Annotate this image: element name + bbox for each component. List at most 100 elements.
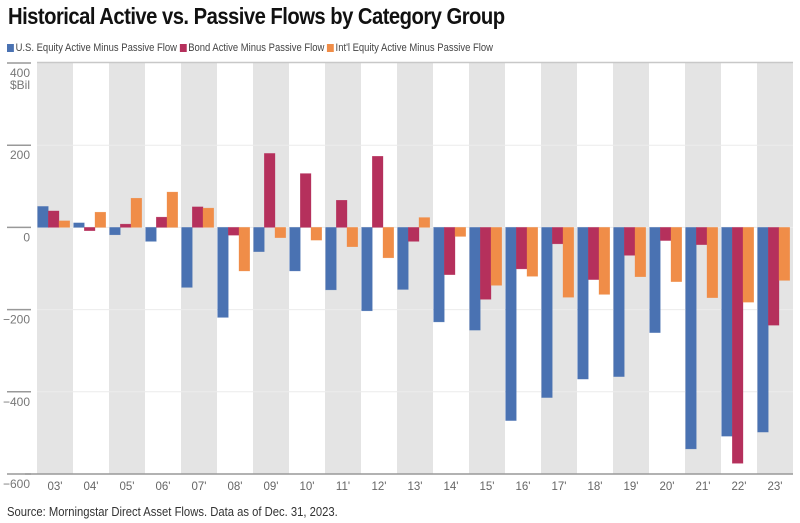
bar — [634, 227, 646, 277]
bar — [552, 227, 564, 245]
bar — [361, 227, 373, 312]
bar — [94, 211, 106, 228]
x-tick-label: 21' — [696, 481, 711, 493]
y-unit-label: $Bil — [10, 78, 30, 92]
x-tick-label: 15' — [480, 481, 495, 493]
bar — [433, 227, 445, 323]
bar — [145, 227, 157, 242]
x-tick-label: 08' — [228, 481, 243, 493]
x-tick-label: 03' — [48, 481, 63, 493]
x-tick-label: 13' — [408, 481, 423, 493]
legend-swatch-bond — [179, 44, 187, 52]
x-tick-label: 04' — [84, 481, 99, 493]
bar — [660, 227, 672, 241]
bar — [454, 227, 466, 237]
legend-swatch-intl-equity — [326, 44, 334, 52]
x-tick-label: 12' — [372, 481, 387, 493]
x-axis: 03' 04' 05' 06' 07' 08' 09' 10' 11' 12' 13' 14' 15' 1… — [25, 473, 793, 493]
x-tick-label: 14' — [444, 481, 459, 493]
x-tick-label: 18' — [588, 481, 603, 493]
bar — [253, 227, 265, 252]
legend-item-us-equity: U.S. Equity Active Minus Passive Flow — [7, 42, 177, 54]
y-tick-label: 200 — [10, 148, 30, 162]
bar — [598, 227, 610, 295]
chart-title: Historical Active vs. Passive Flows by C… — [8, 3, 505, 29]
bar — [408, 227, 420, 242]
y-tick-label: −600 — [3, 477, 30, 491]
bar — [264, 153, 276, 228]
bar — [696, 227, 708, 245]
bar — [768, 227, 780, 326]
bar — [490, 227, 502, 286]
bar — [670, 227, 682, 282]
bar — [721, 227, 733, 437]
bar — [37, 206, 49, 228]
bar — [274, 227, 286, 238]
bar — [166, 191, 178, 228]
bar — [372, 156, 384, 228]
bar — [382, 227, 394, 259]
y-tick-label: 400 — [10, 66, 30, 80]
x-tick-label: 11' — [336, 481, 350, 493]
bar — [217, 227, 229, 318]
x-tick-label: 06' — [156, 481, 171, 493]
bar — [109, 227, 121, 236]
bar — [732, 227, 744, 464]
background-band — [109, 63, 145, 474]
x-tick-label: 05' — [120, 481, 135, 493]
y-tick-label: −400 — [3, 395, 30, 409]
bar — [336, 200, 348, 228]
y-tick-label: 0 — [23, 230, 30, 244]
legend-item-bond: Bond Active Minus Passive Flow — [179, 42, 325, 54]
bar — [84, 227, 96, 231]
legend-item-intl-equity: Int'l Equity Active Minus Passive Flow — [326, 42, 493, 54]
x-tick-label: 16' — [516, 481, 531, 493]
bar — [120, 223, 132, 228]
bar — [73, 222, 85, 228]
y-tick-label: −200 — [3, 313, 30, 327]
bar — [613, 227, 625, 377]
legend-label-bond: Bond Active Minus Passive Flow — [188, 42, 325, 54]
x-tick-label: 10' — [300, 481, 315, 493]
bar — [181, 227, 193, 288]
bar — [289, 227, 301, 272]
y-axis: 400 200 0 −200 −400 −600 $Bil — [3, 62, 31, 491]
bar — [649, 227, 661, 333]
bar — [624, 227, 636, 256]
bar — [742, 227, 754, 303]
bar — [516, 227, 528, 270]
legend-label-us-equity: U.S. Equity Active Minus Passive Flow — [15, 42, 178, 54]
bar — [418, 217, 430, 228]
x-tick-label: 17' — [552, 481, 567, 493]
source-note: Source: Morningstar Direct Asset Flows. … — [7, 505, 338, 519]
bar — [757, 227, 769, 433]
x-tick-label: 07' — [192, 481, 207, 493]
bar — [202, 207, 214, 228]
bar — [346, 227, 358, 247]
bar — [228, 227, 240, 236]
chart-legend: U.S. Equity Active Minus Passive Flow Bo… — [7, 42, 496, 54]
bars — [37, 153, 790, 464]
bar — [397, 227, 409, 290]
x-tick-label: 09' — [264, 481, 279, 493]
bar — [526, 227, 538, 277]
bar — [505, 227, 517, 421]
bar — [588, 227, 600, 280]
bar — [541, 227, 553, 398]
legend-label-intl-equity: Int'l Equity Active Minus Passive Flow — [335, 42, 493, 54]
bar — [325, 227, 337, 291]
legend-swatch-us-equity — [7, 44, 14, 52]
bar — [130, 197, 142, 228]
bar — [58, 220, 70, 228]
bar — [192, 206, 204, 228]
bar — [238, 227, 250, 272]
x-tick-label: 20' — [660, 481, 675, 493]
bar — [778, 227, 790, 281]
bar — [444, 227, 456, 275]
bar — [685, 227, 697, 450]
bar — [480, 227, 492, 300]
bar — [48, 210, 60, 228]
bar — [300, 173, 312, 228]
bar — [577, 227, 589, 380]
